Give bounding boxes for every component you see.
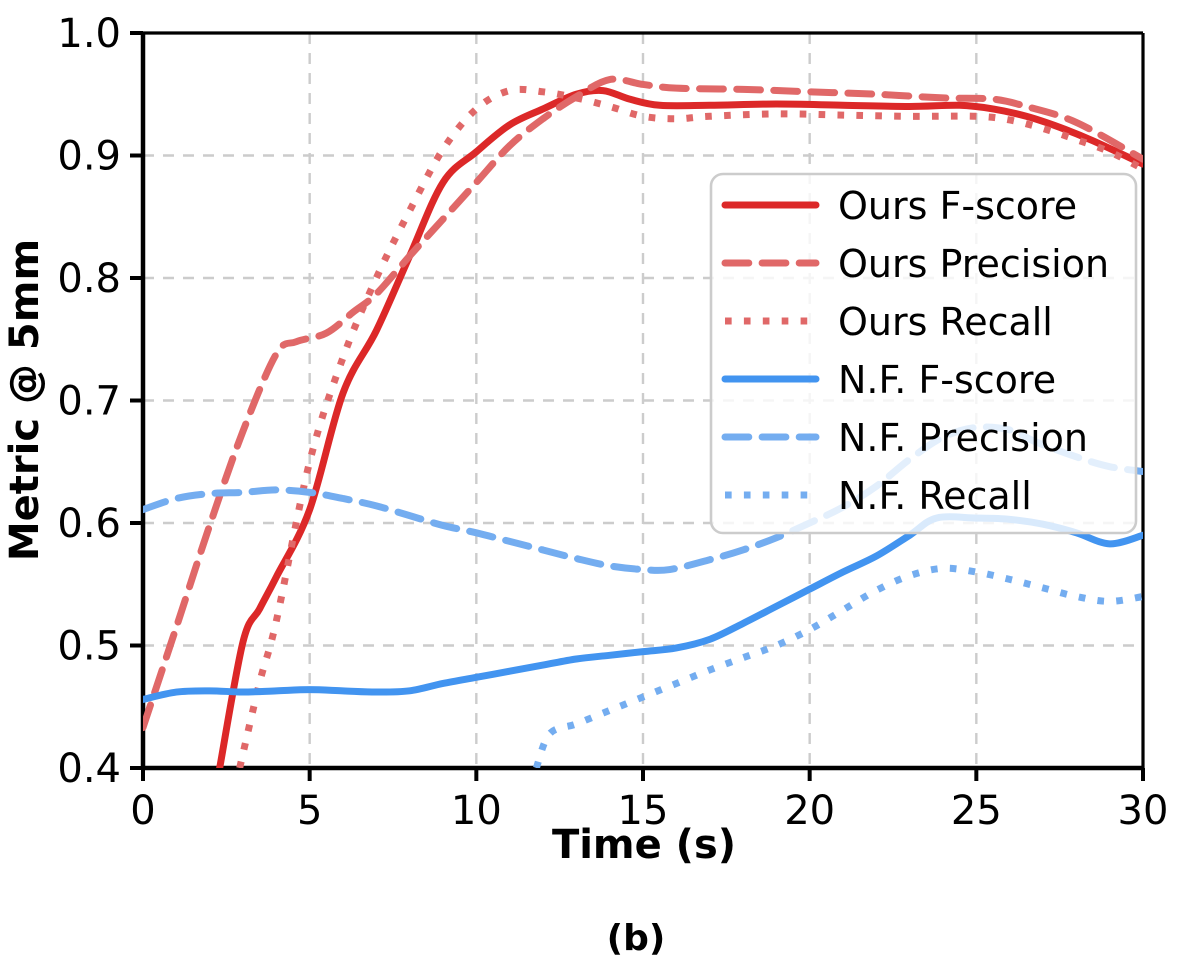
y-tick-label: 0.8	[57, 256, 121, 302]
y-tick-label: 0.4	[57, 746, 121, 792]
legend-item-n-f-f-score[interactable]: N.F. F-score	[721, 358, 1056, 402]
series-line-ours-precision	[143, 75, 1143, 732]
legend-label: N.F. Recall	[838, 474, 1032, 518]
legend-item-ours-f-score[interactable]: Ours F-score	[721, 184, 1077, 228]
x-tick-label: 0	[130, 788, 155, 834]
x-tick-label: 25	[951, 788, 1002, 834]
y-tick-label: 0.5	[57, 624, 121, 670]
y-tick-label: 0.9	[57, 134, 121, 180]
legend-item-n-f-precision[interactable]: N.F. Precision	[721, 416, 1088, 460]
legend-label: Ours Precision	[838, 242, 1109, 286]
legend-label: N.F. F-score	[838, 358, 1056, 402]
legend-label: Ours F-score	[838, 184, 1077, 228]
legend-label: N.F. Precision	[838, 416, 1088, 460]
series-line-n-f-recall	[533, 564, 1143, 768]
y-tick-label: 0.7	[57, 379, 121, 425]
series-line-ours-recall	[236, 85, 1143, 768]
y-tick-label: 1.0	[57, 11, 121, 57]
figure-caption: (b)	[607, 918, 666, 959]
x-axis-title: Time (s)	[552, 822, 736, 868]
x-tick-label: 15	[618, 788, 669, 834]
chart-legend[interactable]: Ours F-score Ours Precision Ours Recall N.F…	[709, 172, 1138, 535]
x-tick-label: 20	[784, 788, 835, 834]
tick-labels: 0 5 10 15 20 25 30 0.4 0.5 0.6 0.7 0.8 0.9 1.0	[57, 11, 1168, 834]
x-tick-label: 30	[1118, 788, 1169, 834]
legend-label: Ours Recall	[838, 300, 1053, 344]
legend-item-ours-precision[interactable]: Ours Precision	[721, 242, 1109, 286]
x-tick-label: 10	[451, 788, 502, 834]
legend-item-ours-recall[interactable]: Ours Recall	[725, 300, 1053, 344]
y-axis-title: Metric @ 5mm	[2, 239, 48, 561]
x-tick-label: 5	[297, 788, 322, 834]
y-tick-label: 0.6	[57, 501, 121, 547]
tick-marks	[130, 31, 1145, 781]
legend-item-n-f-recall[interactable]: N.F. Recall	[725, 474, 1032, 518]
